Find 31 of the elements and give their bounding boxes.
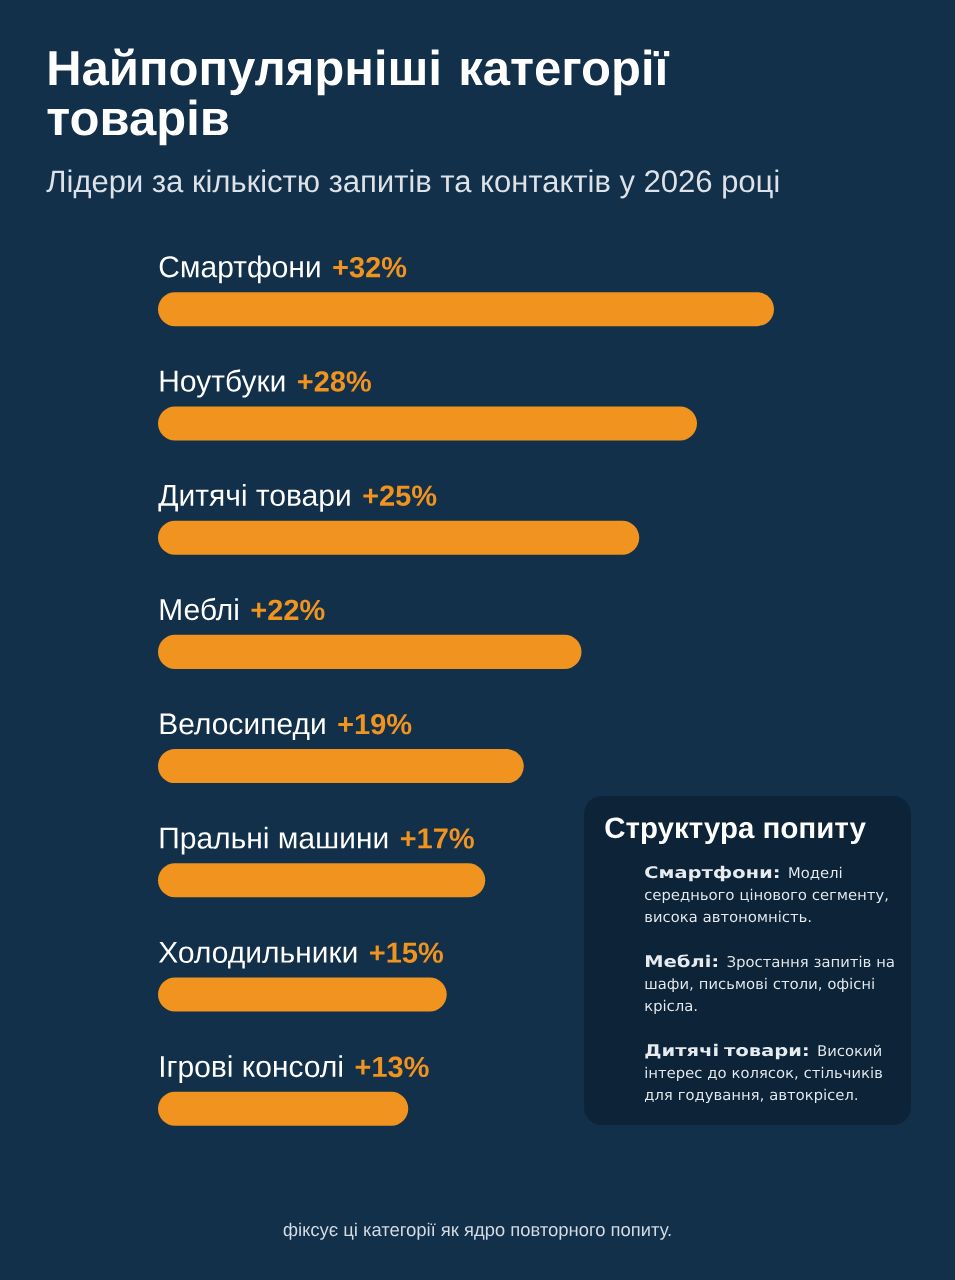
text: фіксує ці категорії як ядро повторного попиту.	[283, 1222, 671, 1240]
data-label: +22%	[251, 599, 325, 621]
data-label: +28%	[297, 371, 371, 392]
data-label: +13%	[355, 1056, 429, 1078]
data-label: +32%	[333, 256, 407, 278]
annotation: Дитячі товари: Високий інтерес до колясок, стільчиків для годування, автокрісел.	[644, 1043, 882, 1104]
data-label: +25%	[363, 485, 437, 506]
data-label: +19%	[338, 713, 412, 735]
y-tick-label: Меблі	[160, 597, 238, 621]
y-tick-label: Ігрові консолі	[160, 1055, 342, 1084]
y-tick-label: Ноутбуки	[160, 369, 285, 398]
bar	[158, 1091, 409, 1126]
y-tick-label: Велосипеди	[160, 713, 325, 741]
bar	[158, 749, 524, 784]
data-label: +15%	[369, 942, 443, 963]
annotation: Смартфони: Моделі середнього цінового сегменту, висока автономність.	[645, 865, 888, 923]
bar	[158, 977, 447, 1012]
y-tick-label: Пральні машини	[160, 826, 388, 855]
bar	[158, 520, 640, 555]
text: Структура попиту	[605, 817, 866, 845]
y-tick-label: Смартфони	[159, 255, 320, 284]
bar	[158, 863, 486, 898]
bar	[158, 406, 697, 441]
y-tick-label: Дитячі товари	[158, 483, 350, 512]
annotation: Меблі: Зростання запитів на шафи, письмові столи, офісні крісла.	[645, 954, 894, 1015]
y-tick-label: Холодильники	[158, 941, 357, 969]
data-label: +17%	[400, 828, 474, 849]
chart-title: Найпопулярніші категорії товарів	[47, 48, 670, 146]
bar	[158, 292, 774, 327]
bar	[158, 634, 582, 669]
chart-subtitle: Лідери за кількістю запитів та контактів у 2026 році	[46, 169, 779, 199]
